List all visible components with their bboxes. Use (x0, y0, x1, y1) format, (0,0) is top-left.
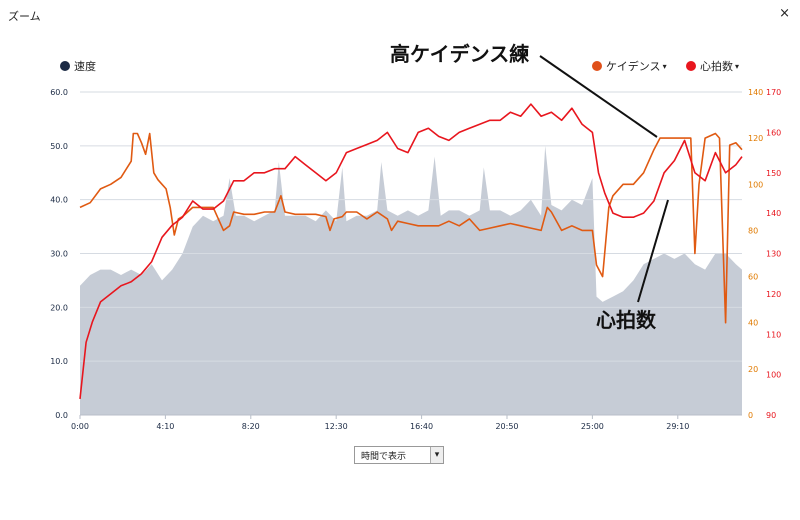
y-tick-label-cadence: 120 (748, 134, 763, 143)
y-tick-label-heart-rate: 90 (766, 411, 776, 420)
y-tick-label-heart-rate: 160 (766, 128, 781, 137)
annotation-cadence-note: 高ケイデンス練 (390, 42, 530, 66)
legend-cadence-dot (592, 61, 602, 71)
legend-heart-rate-caret-icon: ▾ (735, 61, 740, 71)
legend-cadence[interactable]: ケイデンス ▾ (592, 58, 667, 74)
x-tick-label: 16:40 (410, 422, 433, 431)
legend-heart-rate-dot (686, 61, 696, 71)
y-tick-label-speed: 0.0 (55, 411, 68, 420)
y-tick-label-cadence: 20 (748, 365, 758, 374)
legend-speed[interactable]: 速度 (60, 58, 96, 74)
legend-speed-dot (60, 61, 70, 71)
legend-heart-rate[interactable]: 心拍数 ▾ (686, 58, 739, 74)
y-tick-label-speed: 60.0 (50, 88, 68, 97)
y-tick-label-speed: 10.0 (50, 357, 68, 366)
x-tick-label: 12:30 (325, 422, 348, 431)
y-tick-label-heart-rate: 120 (766, 290, 781, 299)
y-tick-label-heart-rate: 130 (766, 250, 781, 259)
x-tick-label: 8:20 (242, 422, 260, 431)
speed-area-series (80, 145, 742, 416)
y-tick-label-heart-rate: 150 (766, 169, 781, 178)
y-tick-label-heart-rate: 140 (766, 209, 781, 218)
y-tick-label-cadence: 60 (748, 273, 758, 282)
annotation-cadence-arrow (539, 55, 658, 138)
y-tick-label-heart-rate: 100 (766, 371, 781, 380)
legend-cadence-label: ケイデンス (606, 60, 661, 73)
x-tick-label: 29:10 (666, 422, 689, 431)
x-tick-label: 20:50 (495, 422, 518, 431)
y-tick-label-speed: 40.0 (50, 196, 68, 205)
time-display-select-value: 時間で表示 (361, 451, 407, 462)
y-tick-label-speed: 20.0 (50, 303, 68, 312)
y-tick-label-cadence: 140 (748, 88, 763, 97)
cadence-line-series (79, 132, 743, 324)
x-tick-label: 25:00 (581, 422, 604, 431)
y-tick-label-cadence: 100 (748, 180, 763, 189)
y-tick-label-heart-rate: 170 (766, 88, 781, 97)
y-tick-label-cadence: 40 (748, 319, 758, 328)
y-tick-label-heart-rate: 110 (766, 330, 781, 339)
annotation-hr-arrow (637, 199, 669, 303)
y-tick-label-cadence: 80 (748, 226, 758, 235)
window-title: ズーム (8, 10, 41, 23)
window-titlebar: ズーム × (0, 0, 800, 30)
close-icon[interactable]: × (779, 6, 790, 21)
y-tick-label-speed: 30.0 (50, 250, 68, 259)
heart-rate-line-series (79, 103, 743, 399)
time-display-select[interactable]: 時間で表示 ▾ (354, 446, 444, 464)
legend-heart-rate-label: 心拍数 (700, 60, 733, 73)
legend-speed-label: 速度 (74, 60, 96, 73)
x-tick-label: 4:10 (156, 422, 174, 431)
x-tick-label: 0:00 (71, 422, 89, 431)
y-tick-label-cadence: 0 (748, 411, 753, 420)
annotation-hr-note: 心拍数 (596, 308, 656, 332)
chevron-down-icon[interactable]: ▾ (430, 447, 443, 463)
y-tick-label-speed: 50.0 (50, 142, 68, 151)
legend-cadence-caret-icon: ▾ (662, 61, 667, 71)
